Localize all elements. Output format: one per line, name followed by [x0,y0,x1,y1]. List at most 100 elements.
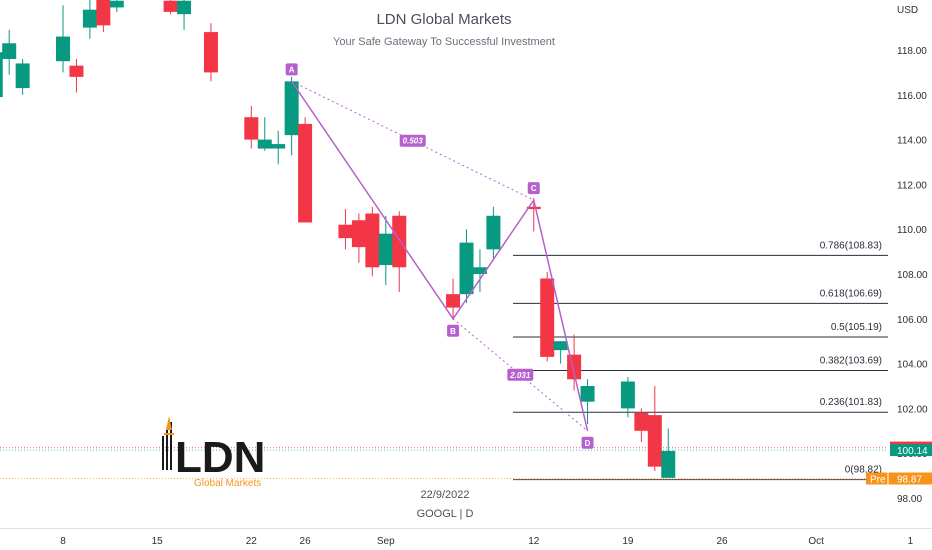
y-tick-label: 104.00 [897,360,928,371]
candle-body [338,224,353,239]
ldn-logo: LDN Global Markets [162,416,265,489]
y-tick-label: 118.00 [897,46,927,57]
fib-level-label: 0.786(108.83) [820,240,882,251]
candle-body [0,52,3,98]
candle-up [378,215,393,286]
candle-body [661,450,676,478]
y-tick-label: 110.00 [897,225,927,236]
candle-down [526,197,541,232]
price-tag-prefix: Pre [870,475,886,486]
pattern-point-label: C [531,184,537,193]
tower-icon [162,416,174,470]
fib-level-label: 0.618(106.69) [820,288,882,299]
candle-up [620,377,635,418]
candle-down [647,386,662,472]
fib-level-label: 0.236(101.83) [820,397,882,408]
x-tick-label: 26 [300,536,312,547]
candle-body [284,81,299,136]
x-tick-label: 8 [60,536,66,547]
candle-down [634,408,649,442]
candle-up [56,5,70,73]
info-date: 22/9/2022 [421,489,470,501]
x-tick-label: 26 [716,536,728,547]
candle-up [109,0,124,12]
candle-down [338,209,353,250]
candle-body [244,117,259,140]
y-tick-label: 114.00 [897,136,927,147]
fib-level-label: 0(98.82) [845,465,882,476]
candle-up [580,379,595,425]
price-tag-bg [890,444,932,457]
pattern-point-badge[interactable] [285,63,298,76]
candle-body [459,242,474,295]
fib-level-label: 0.5(105.19) [831,322,882,333]
candle-body [82,9,97,28]
candle-body [109,0,124,8]
candle-up [553,341,568,364]
candle-up [661,428,676,478]
candle-body [96,0,111,26]
x-tick-label: Sep [377,536,395,547]
pattern-point-label: D [585,439,591,448]
candle-body [647,415,662,467]
candle-down [203,23,218,82]
candle-body [271,144,286,149]
x-tick-label: 22 [246,536,258,547]
time-axis[interactable]: 8 15 22 26 Sep 12 19 26 Oct 1 [60,536,913,547]
watermark-title: LDN Global Markets [376,11,511,28]
candle-down [163,0,178,15]
candle-down [96,0,111,33]
candle-body [365,213,380,268]
candle-body [163,0,178,12]
info-symbol: GOOGL | D [417,508,474,520]
candle-body [2,43,17,59]
fib-retracement[interactable]: 0.786(108.83) 0.618(106.69) 0.5(105.19) 0.3… [513,240,888,481]
candle-body [177,0,192,15]
pattern-point-label: A [289,65,295,74]
price-tag-value: 98.87 [897,475,922,486]
logo-letters: LDN [175,433,265,482]
candle-body [526,206,541,210]
ratio-label: 0.503 [403,137,424,146]
ratio-badge [507,368,534,381]
y-tick-label: 106.00 [897,315,928,326]
pattern-zigzag-line[interactable] [291,80,589,431]
pattern-point-badge[interactable] [447,324,460,337]
candles [0,0,676,478]
pattern-point-label: B [450,327,456,336]
x-tick-label: 19 [622,536,634,547]
candle-up [284,76,299,156]
watermark-subtitle: Your Safe Gateway To Successful Investme… [333,36,555,48]
candle-down [298,117,313,223]
currency-label: USD [897,5,918,16]
candle-down [446,278,461,319]
candle-body [486,215,501,250]
candle-up [257,117,272,151]
pattern-ratio-line [452,318,588,432]
pattern-point-badge[interactable] [581,436,594,449]
candle-up [2,29,17,75]
candle-up [472,249,487,292]
candle-body [298,123,313,223]
ratio-badge [399,134,426,147]
x-tick-label: 15 [152,536,164,547]
candle-up [486,206,501,259]
candle-up [0,52,3,98]
abcd-pattern[interactable]: 0.503 2.031 A B C D [285,63,594,449]
y-tick-label: 112.00 [897,180,927,191]
candle-down [365,206,380,277]
y-tick-label: 108.00 [897,270,928,281]
price-lines [0,447,888,480]
pattern-point-badge[interactable] [527,182,540,195]
candle-up [459,229,474,304]
fib-level-label: 0.382(103.69) [820,356,882,367]
x-tick-label: 1 [908,536,914,547]
candle-up [15,58,30,95]
price-tag-bg [866,472,932,485]
y-tick-label: 102.00 [897,404,928,415]
candle-up [177,0,192,30]
candle-body [56,36,70,62]
candle-up [82,0,97,39]
